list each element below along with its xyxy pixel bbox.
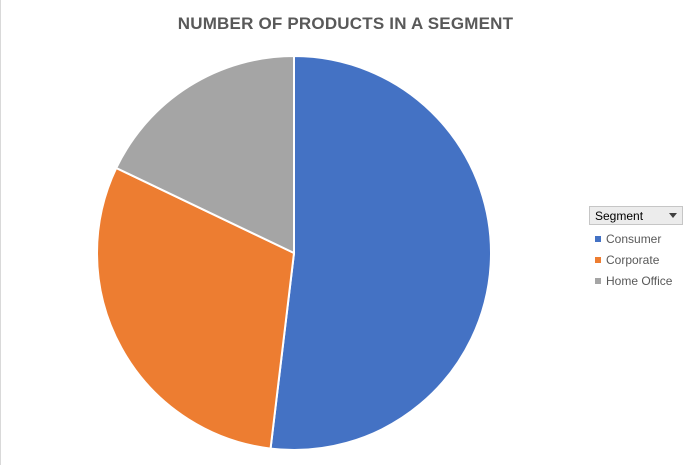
legend-swatch	[595, 257, 601, 263]
chart-area-border	[0, 0, 1, 465]
legend-swatch	[595, 236, 601, 242]
legend-label: Home Office	[606, 274, 673, 288]
legend: Segment Consumer Corporate Home Office	[589, 206, 683, 288]
pie-slice-corporate[interactable]	[96, 166, 296, 450]
dropdown-arrow-icon[interactable]	[669, 213, 677, 218]
legend-label: Corporate	[606, 253, 660, 267]
pie-slice-consumer[interactable]	[269, 54, 492, 451]
chart-title: NUMBER OF PRODUCTS IN A SEGMENT	[177, 14, 514, 33]
legend-label: Consumer	[606, 232, 662, 246]
legend-title: Segment	[595, 208, 644, 223]
legend-item-consumer[interactable]: Consumer	[595, 232, 683, 246]
legend-swatch	[595, 278, 601, 284]
legend-item-corporate[interactable]: Corporate	[595, 253, 683, 267]
legend-item-home-office[interactable]: Home Office	[595, 274, 683, 288]
pie-slice-home-office[interactable]	[114, 54, 295, 255]
segment-filter-button[interactable]: Segment	[589, 206, 683, 225]
